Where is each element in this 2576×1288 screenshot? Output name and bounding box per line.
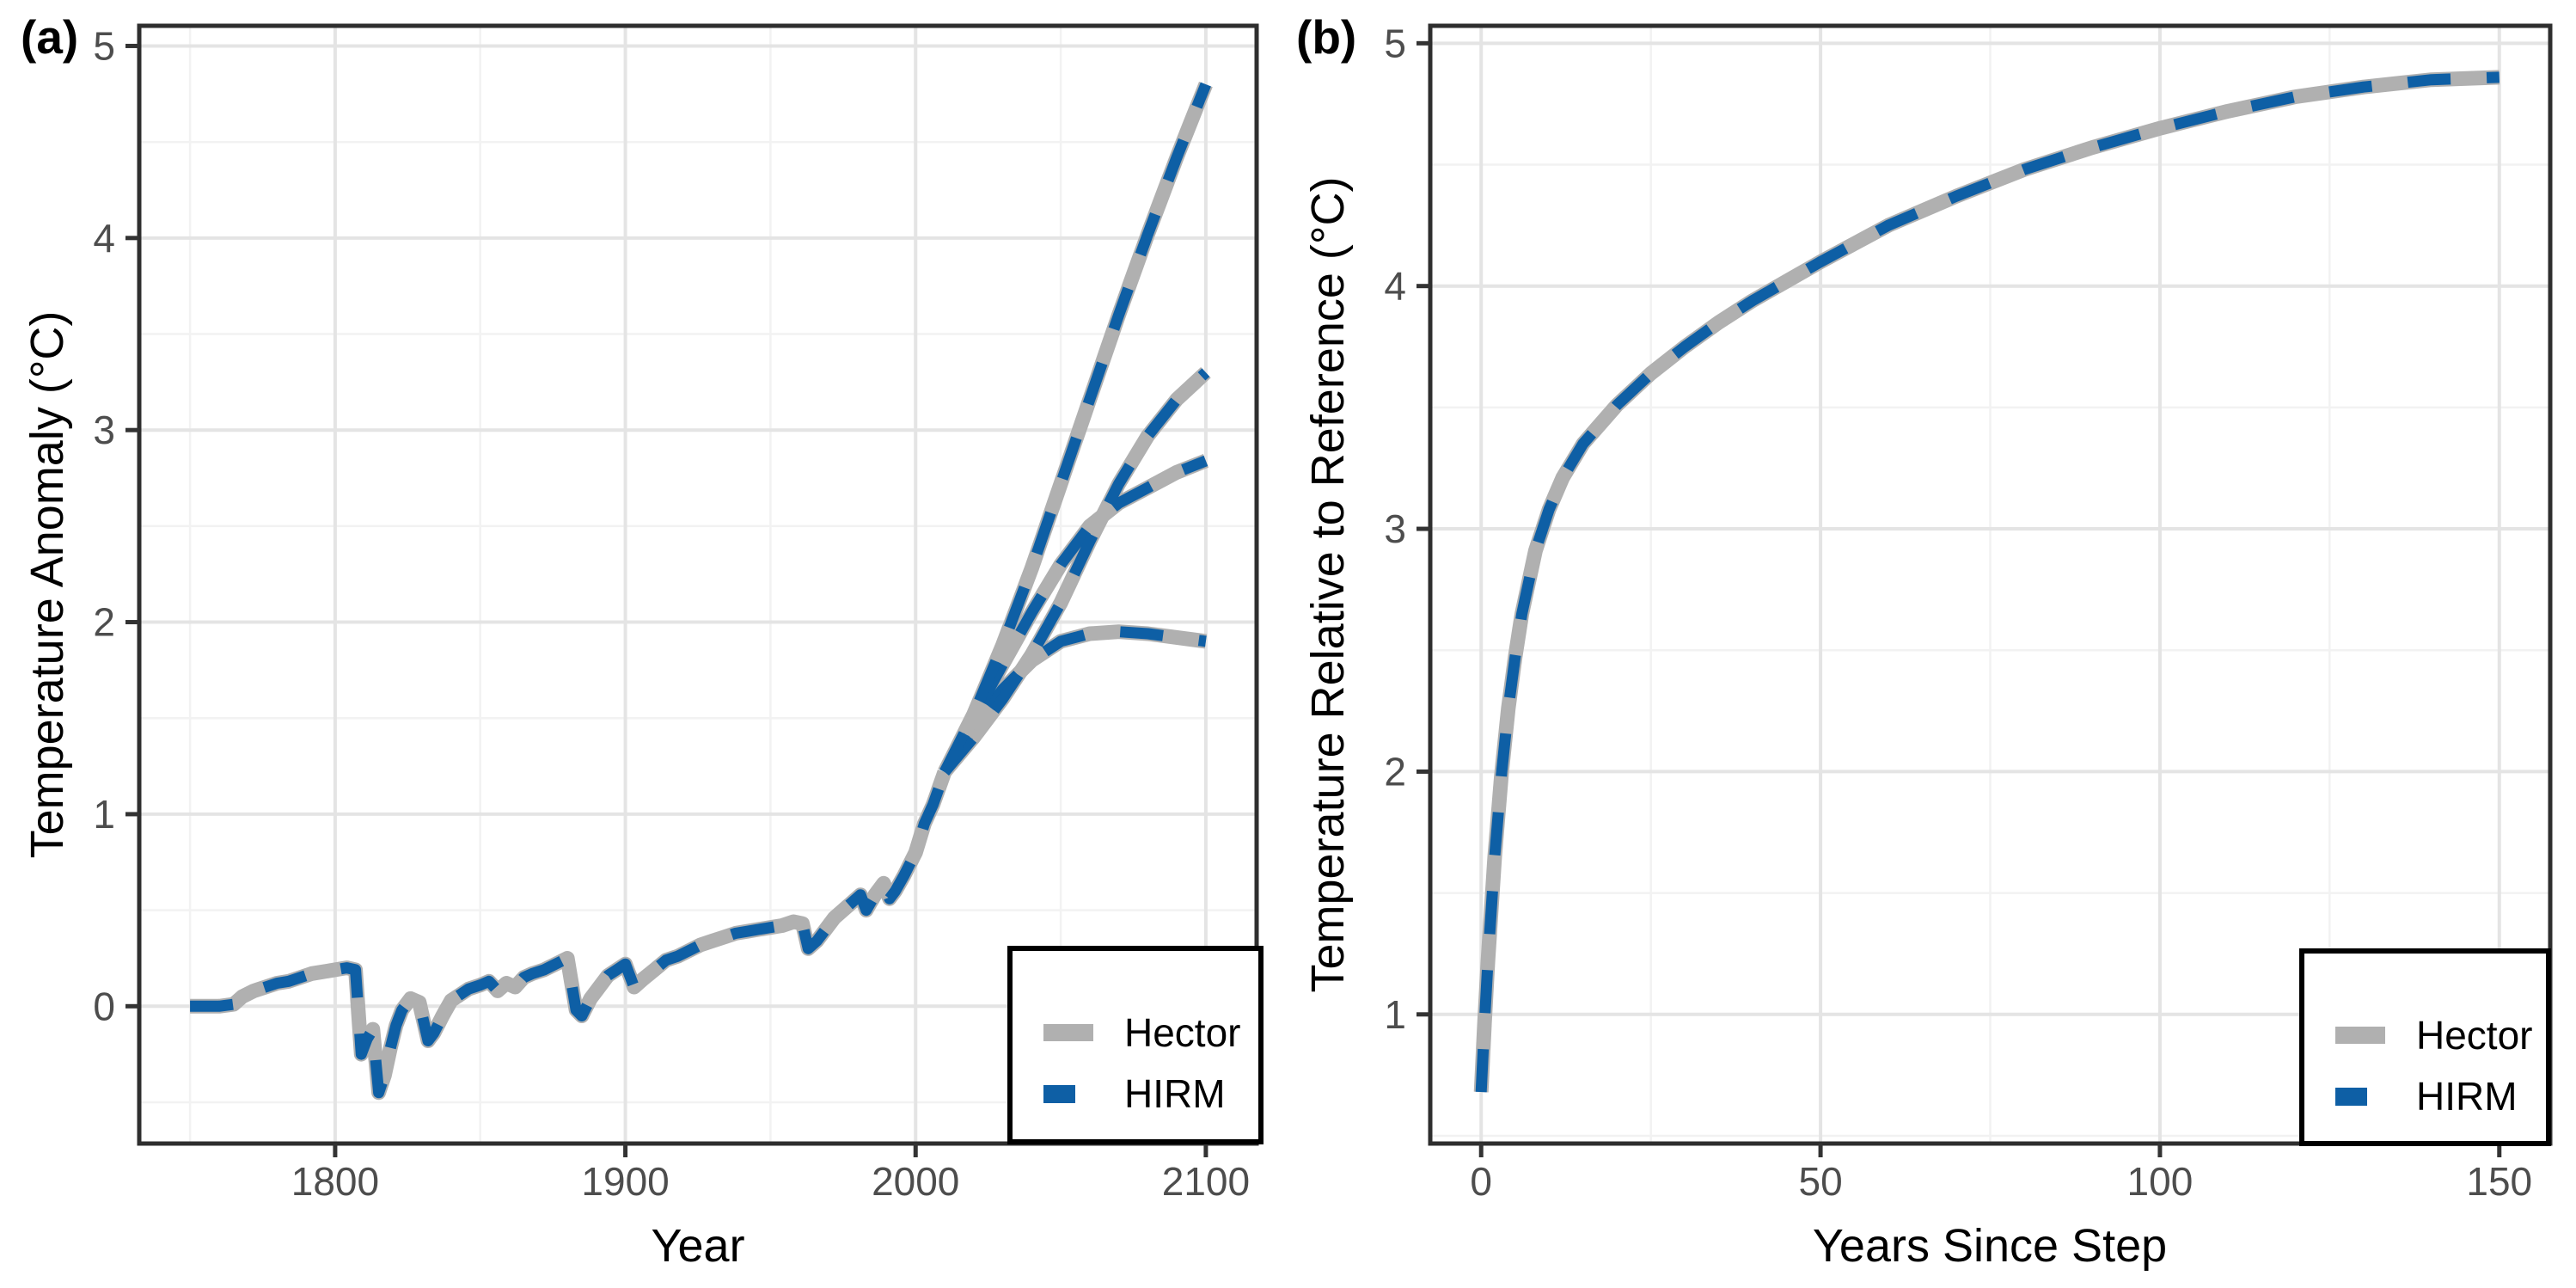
x-tick-label: 2100 xyxy=(1162,1159,1250,1204)
panel-b-tag: (b) xyxy=(1296,10,1357,64)
y-tick-label: 1 xyxy=(1384,992,1406,1037)
hector-line-swatch-icon xyxy=(2335,1027,2385,1044)
y-tick-label: 1 xyxy=(93,792,115,837)
y-tick-label: 3 xyxy=(1384,506,1406,551)
legend-swatch-cell xyxy=(2335,1087,2416,1106)
y-tick-label: 4 xyxy=(1384,264,1406,309)
legend-item-hector: Hector xyxy=(2335,1013,2532,1058)
hirm-line-branch_high xyxy=(939,82,1211,775)
hector-line-history xyxy=(190,769,952,1101)
x-tick-label: 1900 xyxy=(581,1159,669,1204)
y-tick-label: 5 xyxy=(1384,21,1406,65)
x-tick-label: 100 xyxy=(2127,1159,2194,1204)
hirm-line-branch_low xyxy=(939,626,1207,776)
legend-swatch-cell xyxy=(1043,1084,1124,1103)
panel-a-x-axis-title: Year xyxy=(651,1220,745,1272)
hirm-dash-swatch-icon xyxy=(1043,1084,1075,1103)
panel-border xyxy=(1428,23,2553,1146)
x-tick-label: 2000 xyxy=(872,1159,959,1204)
legend-label-hector: Hector xyxy=(1124,1010,1241,1055)
x-tick-label: 150 xyxy=(2466,1159,2532,1204)
hirm-line-history xyxy=(190,770,951,1099)
x-tick-label: 1800 xyxy=(291,1159,379,1204)
legend-swatch-cell xyxy=(2335,1027,2416,1044)
legend-item-hector: Hector xyxy=(1043,1010,1240,1055)
y-tick-label: 4 xyxy=(93,216,115,261)
panel-border xyxy=(137,23,1259,1146)
y-tick-label: 5 xyxy=(93,23,115,68)
x-tick-label: 0 xyxy=(1470,1159,1492,1204)
y-tick-label: 2 xyxy=(93,600,115,645)
panel-a-tag: (a) xyxy=(21,10,79,64)
panel-b-step-response: 0 50 100 150 1 2 3 4 5 xyxy=(1384,21,2553,1204)
legend-swatch-cell xyxy=(1043,1024,1124,1041)
hirm-line-step_response xyxy=(1475,71,2500,1093)
panel-a-y-axis-title: Temperature Anomaly (°C) xyxy=(21,310,73,859)
hector-line-branch_high xyxy=(938,81,1213,776)
hirm-dash-swatch-icon xyxy=(2335,1087,2367,1106)
hirm-line-branch_mid_high xyxy=(940,368,1210,776)
hector-line-swatch-icon xyxy=(1043,1024,1093,1041)
legend-item-hirm: HIRM xyxy=(1043,1071,1226,1116)
y-tick-label: 0 xyxy=(93,984,115,1028)
legend-label-hector: Hector xyxy=(2416,1013,2533,1058)
panel-a-legend: Hector HIRM xyxy=(1007,946,1264,1144)
y-tick-label: 2 xyxy=(1384,749,1406,794)
legend-item-hirm: HIRM xyxy=(2335,1074,2518,1119)
panel-b-x-axis-title: Years Since Step xyxy=(1812,1220,2168,1272)
x-tick-label: 50 xyxy=(1798,1159,1842,1204)
y-tick-label: 3 xyxy=(93,408,115,452)
panel-b-legend: Hector HIRM xyxy=(2299,948,2551,1146)
legend-label-hirm: HIRM xyxy=(1124,1071,1226,1116)
legend-label-hirm: HIRM xyxy=(2416,1074,2518,1119)
panel-b-y-axis-title: Temperature Relative to Reference (°C) xyxy=(1302,176,1354,993)
